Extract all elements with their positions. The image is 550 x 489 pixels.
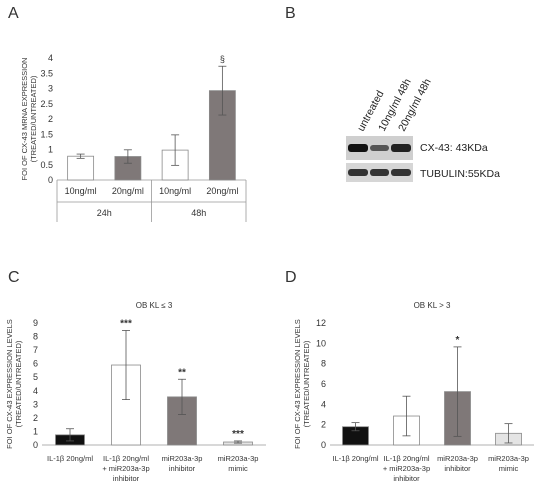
- y-tick-label: 0.5: [40, 160, 53, 170]
- x-tick-label: inhibitor: [444, 464, 471, 473]
- band-label-cx43: CX-43: 43KDa: [420, 142, 488, 154]
- y-tick-label: 0: [321, 440, 326, 450]
- significance-marker: *: [456, 335, 460, 346]
- band-cx43-lane3: [391, 144, 411, 152]
- band-tubulin-lane1: [348, 169, 368, 176]
- western-blot: untreated 10ng/ml 48h 20ng/ml 48h CX-43:…: [346, 77, 500, 182]
- x-tick-label: 10ng/ml: [65, 186, 97, 196]
- y-axis-label-line2: (TREATED/UNTREATED): [29, 75, 38, 162]
- y-axis-label-line1: FOI OF CX-43 EXPRESSION LEVELS: [5, 319, 14, 449]
- chart-title: OB KL ≤ 3: [136, 301, 173, 310]
- y-tick-label: 5: [33, 372, 38, 382]
- x-tick-label: IL-1β 20ng/ml: [103, 454, 149, 463]
- significance-marker: ***: [120, 318, 132, 329]
- panel-label-c: C: [8, 269, 20, 286]
- y-tick-label: 8: [321, 359, 326, 369]
- y-tick-label: 2: [321, 420, 326, 430]
- x-tick-label: inhibitor: [393, 474, 420, 483]
- chart-title: OB KL > 3: [414, 301, 451, 310]
- y-axis-label-line2: (TREATED/UNTREATED): [14, 340, 23, 427]
- x-group-label: 24h: [97, 208, 112, 218]
- y-tick-label: 4: [321, 399, 326, 409]
- x-tick-label: + miR203a-3p: [383, 464, 430, 473]
- x-tick-label: inhibitor: [169, 464, 196, 473]
- y-tick-label: 1: [48, 145, 53, 155]
- y-tick-label: 7: [33, 345, 38, 355]
- x-tick-label: miR203a-3p: [437, 454, 478, 463]
- y-tick-label: 4: [33, 386, 38, 396]
- chart-a: 0 0.5 1 1.5 2 2.5 3 3.5 4 FOI OF CX-43 MRNA EXPRE…: [20, 53, 247, 222]
- chart-d: 0 2 4 6 8 10 12 FOI OF CX-43 EXPRESSION LEVELS(…: [293, 301, 534, 483]
- x-tick-label: miR203a-3p: [218, 454, 259, 463]
- x-tick-label: IL-1β 20ng/ml: [332, 454, 378, 463]
- x-tick-label: 20ng/ml: [112, 186, 144, 196]
- band-label-tubulin: TUBULIN:55KDa: [420, 168, 500, 180]
- y-axis-label-line1: FOI OF CX-43 MRNA EXPRESSION: [20, 58, 29, 181]
- significance-marker: ***: [232, 429, 244, 440]
- y-tick-label: 3: [33, 399, 38, 409]
- y-tick-label: 6: [33, 359, 38, 369]
- y-axis-label-line2: (TREATED/UNTREATED): [302, 340, 311, 427]
- x-tick-label: 20ng/ml: [206, 186, 238, 196]
- y-axis-label: FOI OF CX-43 EXPRESSION LEVELS(TREATED/U…: [5, 319, 23, 449]
- panel-label-a: A: [8, 5, 19, 22]
- y-tick-label: 4: [48, 53, 53, 63]
- panel-label-d: D: [285, 269, 297, 286]
- y-axis-label: FOI OF CX-43 MRNA EXPRESSION(TREATED/UNT…: [20, 58, 38, 181]
- band-tubulin-lane3: [391, 169, 411, 176]
- bar: [208, 90, 236, 181]
- band-cx43-lane1: [348, 144, 368, 152]
- bar: [67, 155, 95, 181]
- y-tick-label: 2: [33, 413, 38, 423]
- significance-marker: §: [220, 54, 225, 64]
- y-tick-label: 6: [321, 379, 326, 389]
- x-tick-label: mimic: [228, 464, 248, 473]
- y-axis-label-line1: FOI OF CX-43 EXPRESSION LEVELS: [293, 319, 302, 449]
- x-tick-label: + miR203a-3p: [102, 464, 149, 473]
- chart-c: 0 1 2 3 4 5 6 7 8 9 FOI OF CX-43 EXPRESSION LEVELS…: [5, 301, 266, 483]
- y-tick-label: 0: [33, 440, 38, 450]
- x-group-label: 48h: [191, 208, 206, 218]
- y-tick-label: 12: [316, 318, 326, 328]
- y-tick-label: 2: [48, 114, 53, 124]
- x-tick-label: mimic: [499, 464, 519, 473]
- x-tick-label: 10ng/ml: [159, 186, 191, 196]
- x-tick-label: IL-1β 20ng/ml: [47, 454, 93, 463]
- x-tick-label: miR203a-3p: [488, 454, 529, 463]
- y-tick-label: 3: [48, 84, 53, 94]
- x-tick-label: miR203a-3p: [162, 454, 203, 463]
- y-tick-label: 3.5: [40, 68, 53, 78]
- band-tubulin-lane2: [370, 169, 389, 176]
- panel-label-b: B: [285, 5, 296, 22]
- significance-marker: **: [178, 367, 186, 378]
- y-tick-label: 1.5: [40, 129, 53, 139]
- y-tick-label: 2.5: [40, 99, 53, 109]
- y-tick-label: 10: [316, 338, 326, 348]
- y-axis-label: FOI OF CX-43 EXPRESSION LEVELS(TREATED/U…: [293, 319, 311, 449]
- y-tick-label: 8: [33, 332, 38, 342]
- y-tick-label: 0: [48, 175, 53, 185]
- y-tick-label: 9: [33, 318, 38, 328]
- y-tick-label: 1: [33, 426, 38, 436]
- x-tick-label: inhibitor: [113, 474, 140, 483]
- band-cx43-lane2: [370, 145, 389, 151]
- x-tick-label: IL-1β 20ng/ml: [383, 454, 429, 463]
